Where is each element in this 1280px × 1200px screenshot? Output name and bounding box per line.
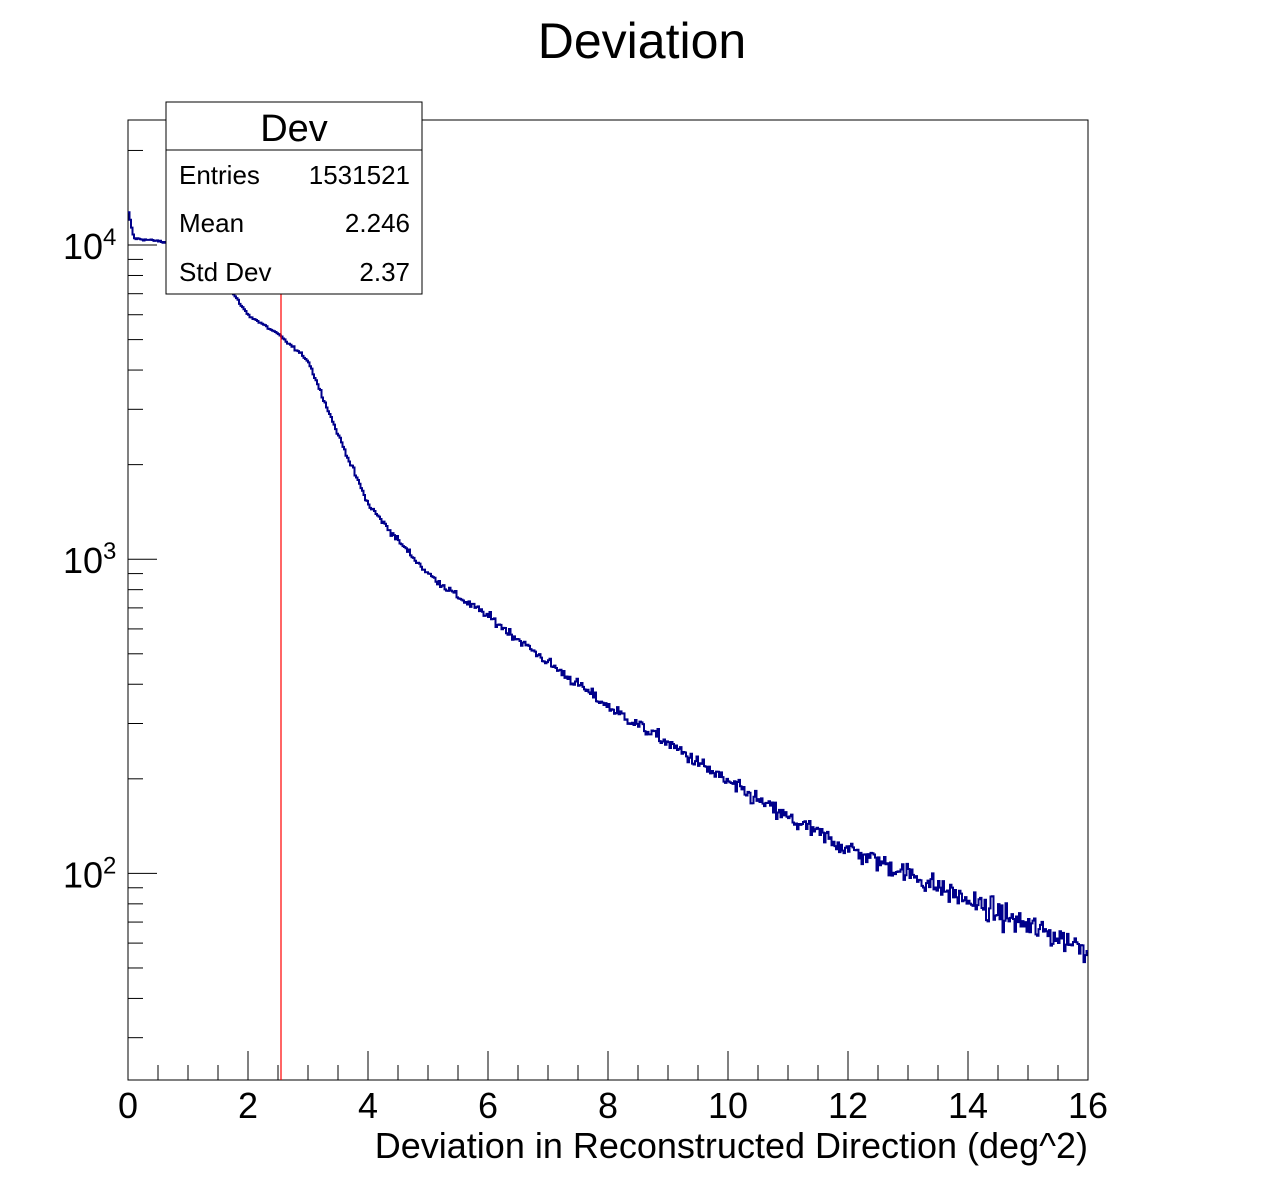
x-tick-label: 0 <box>118 1085 138 1126</box>
stats-stddev-label: Std Dev <box>179 257 272 287</box>
stats-mean-value: 2.246 <box>345 208 410 238</box>
x-tick-label: 16 <box>1068 1085 1108 1126</box>
x-tick-label: 2 <box>238 1085 258 1126</box>
x-tick-label: 10 <box>708 1085 748 1126</box>
stats-box: Dev Entries 1531521 Mean 2.246 Std Dev 2… <box>165 101 423 295</box>
x-axis-ticks <box>127 1051 1089 1080</box>
x-axis-tick-labels: 0 2 4 6 8 10 12 14 16 <box>118 1085 1108 1126</box>
y-tick-label: 104 <box>63 224 116 267</box>
stats-entries-value: 1531521 <box>309 160 410 190</box>
x-tick-label: 14 <box>948 1085 988 1126</box>
stats-box-title: Dev <box>260 108 328 150</box>
chart-title: Deviation <box>538 13 746 69</box>
stats-box-frame <box>165 101 423 295</box>
histogram-line <box>128 211 1088 964</box>
x-tick-label: 8 <box>598 1085 618 1126</box>
stats-mean-label: Mean <box>179 208 244 238</box>
y-axis-tick-labels: 102 103 104 <box>63 224 116 895</box>
x-tick-label: 6 <box>478 1085 498 1126</box>
stats-entries-label: Entries <box>179 160 260 190</box>
y-axis-ticks <box>128 149 157 1039</box>
y-tick-label: 102 <box>63 852 116 895</box>
stats-stddev-value: 2.37 <box>359 257 410 287</box>
y-tick-label: 103 <box>63 538 116 581</box>
x-tick-label: 4 <box>358 1085 378 1126</box>
x-tick-label: 12 <box>828 1085 868 1126</box>
histogram-series <box>128 211 1088 964</box>
x-axis-title: Deviation in Reconstructed Direction (de… <box>375 1125 1088 1166</box>
